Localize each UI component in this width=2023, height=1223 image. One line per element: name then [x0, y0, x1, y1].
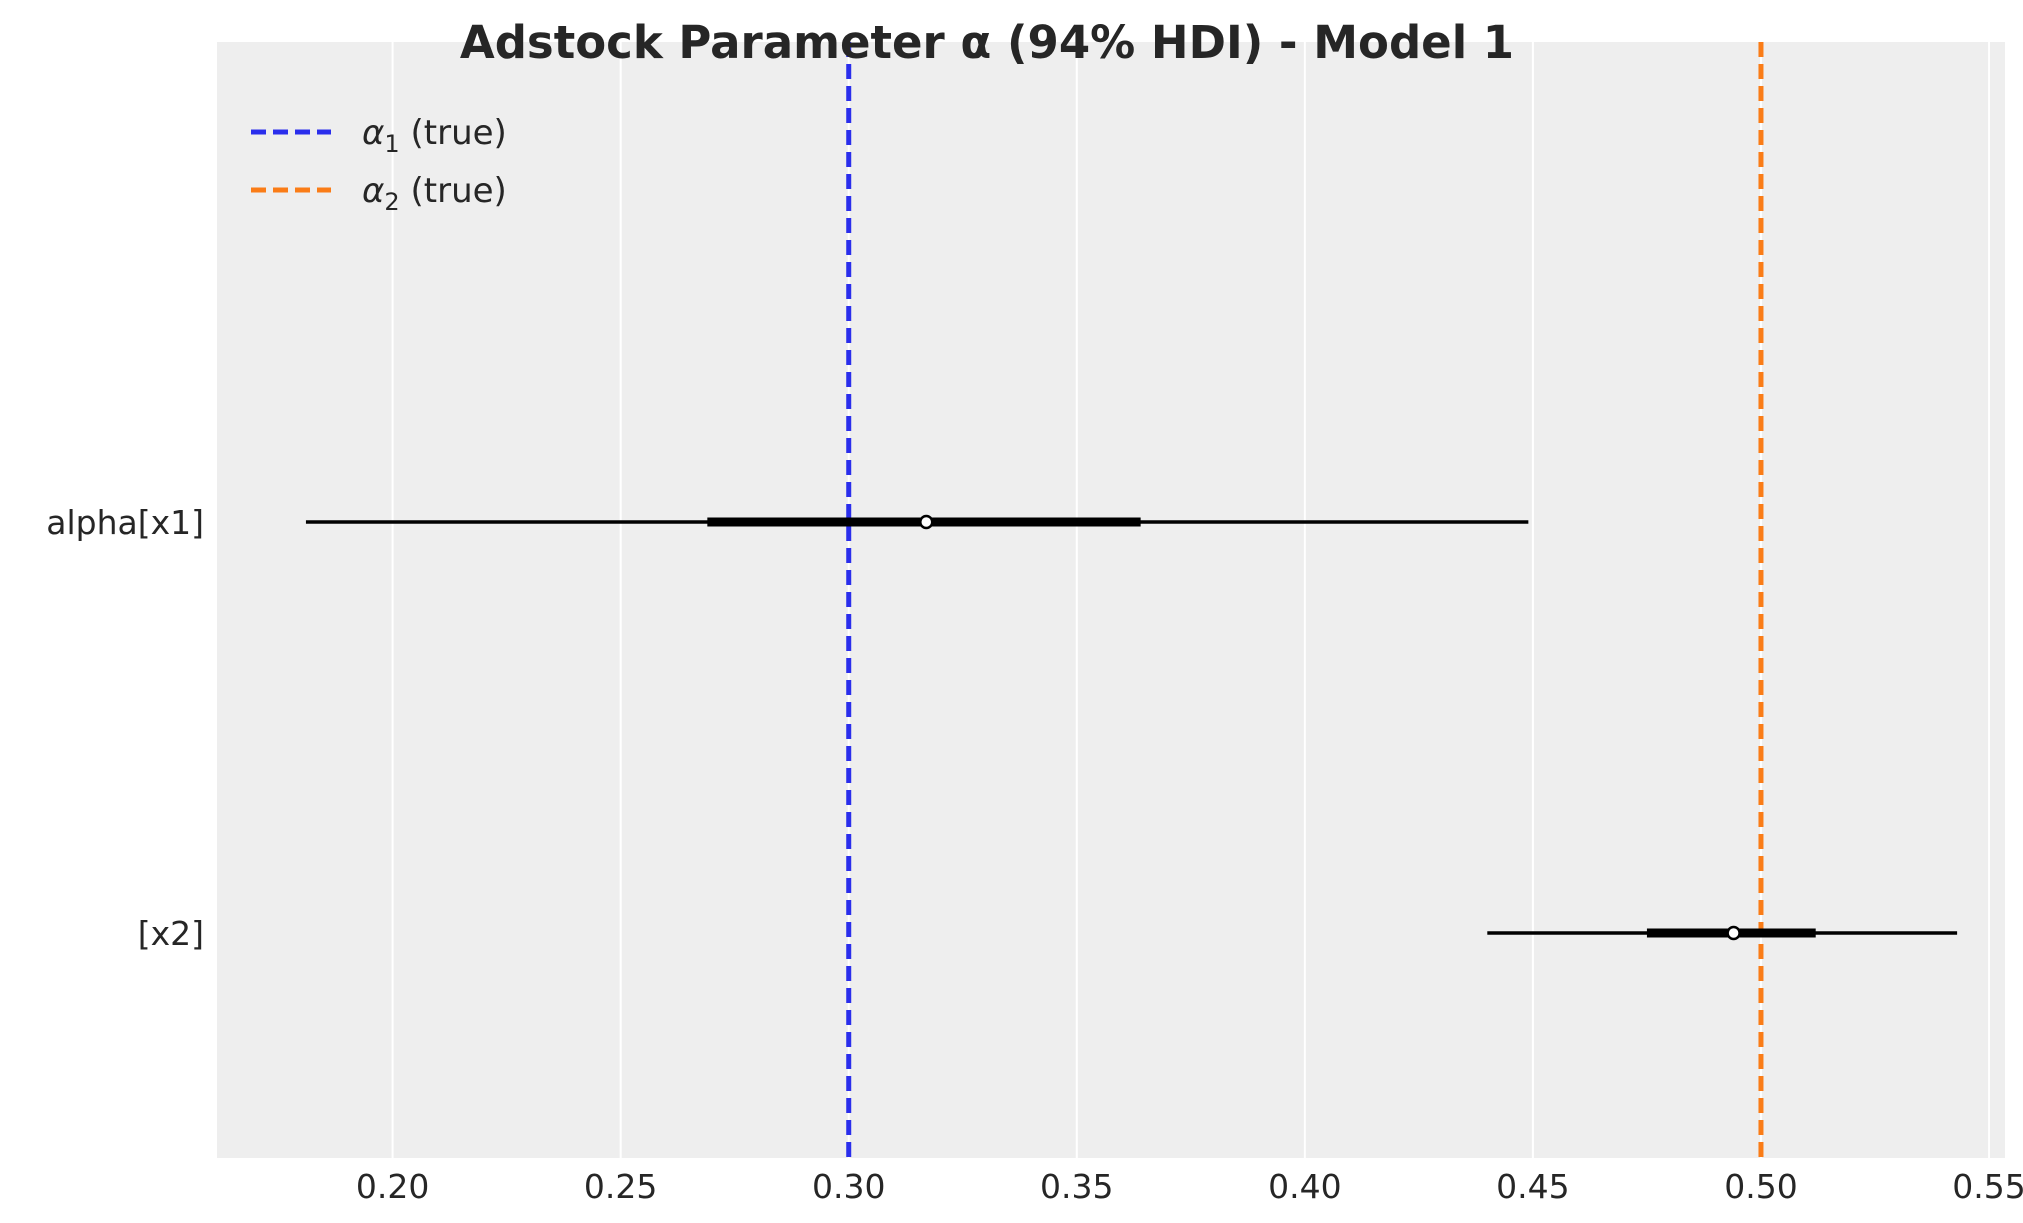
- legend: α1 (true) α2 (true): [251, 113, 507, 216]
- x-tick-label: 0.55: [1952, 1167, 2023, 1206]
- x-tick-label: 0.20: [356, 1167, 429, 1206]
- legend-label: α2 (true): [362, 171, 507, 216]
- y-tick-label: alpha[x1]: [46, 503, 204, 542]
- x-tick-label: 0.50: [1724, 1167, 1797, 1206]
- hdi-intervals: [305, 514, 1958, 941]
- point-estimate: [919, 514, 934, 530]
- y-axis-labels: alpha[x1] [x2]: [46, 503, 204, 953]
- y-tick-label: [x2]: [138, 914, 204, 953]
- x-tick-label: 0.30: [812, 1167, 885, 1206]
- chart-title: Adstock Parameter α (94% HDI) - Model 1: [460, 16, 1514, 69]
- x-tick-label: 0.40: [1268, 1167, 1341, 1206]
- x-tick-label: 0.25: [584, 1167, 657, 1206]
- x-axis-ticks: 0.20 0.25 0.30 0.35 0.40 0.45 0.50 0.55: [356, 1167, 2023, 1206]
- x-tick-label: 0.35: [1040, 1167, 1113, 1206]
- point-estimate: [1726, 925, 1741, 941]
- plot-area: [217, 42, 2005, 1158]
- x-tick-label: 0.45: [1496, 1167, 1569, 1206]
- reference-lines: [846, 42, 1764, 1158]
- legend-label: α1 (true): [362, 113, 507, 158]
